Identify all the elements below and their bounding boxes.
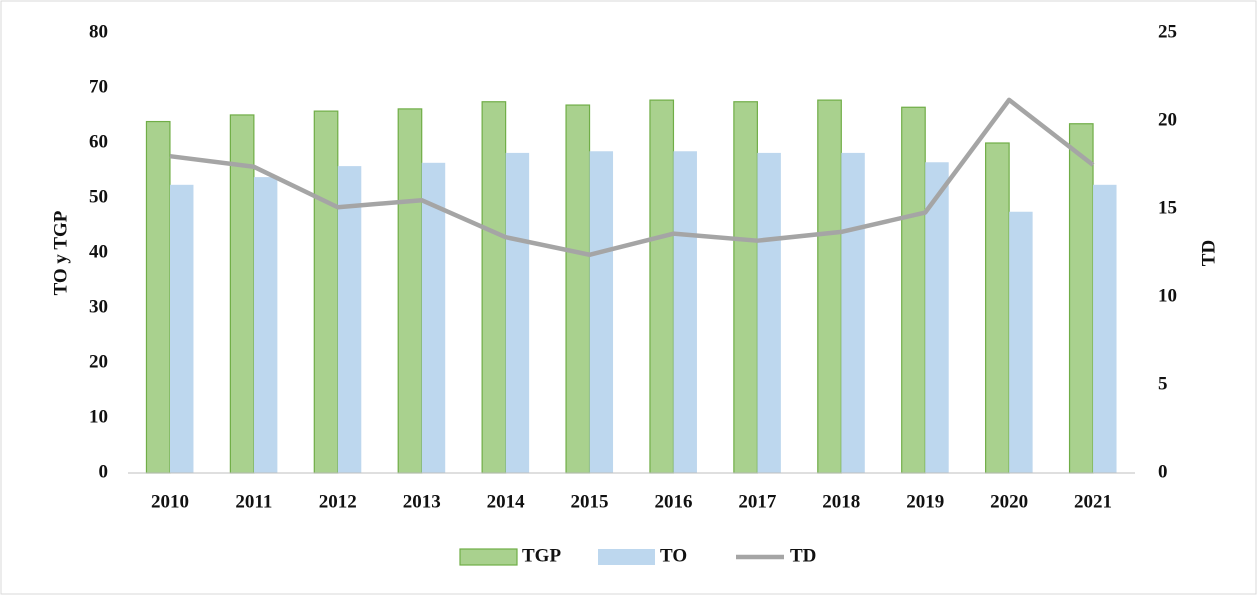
line-series xyxy=(169,97,1095,258)
y-tick-label: 70 xyxy=(89,76,108,97)
bar xyxy=(565,104,591,474)
x-tick-label: 2021 xyxy=(1074,491,1112,512)
bar xyxy=(1093,184,1117,474)
bar xyxy=(925,162,949,473)
bar xyxy=(901,106,926,474)
y2-tick-label: 25 xyxy=(1158,21,1177,42)
bar xyxy=(841,152,865,473)
y-tick-label: 10 xyxy=(89,406,108,427)
x-tick-label: 2012 xyxy=(319,491,357,512)
legend-swatch xyxy=(459,548,518,566)
y2-tick-label: 15 xyxy=(1158,197,1177,218)
bar xyxy=(673,151,697,473)
x-tick-label: 2017 xyxy=(738,491,777,512)
y-tick-label: 30 xyxy=(89,296,108,317)
bar xyxy=(145,120,171,474)
y2-tick-label: 10 xyxy=(1158,285,1177,306)
x-tick-label: 2016 xyxy=(654,491,692,512)
bar xyxy=(733,101,758,474)
legend-swatch xyxy=(598,549,655,565)
x-tick-label: 2019 xyxy=(906,491,944,512)
y2-tick-label: 0 xyxy=(1158,461,1168,482)
y-tick-label: 80 xyxy=(89,21,108,42)
legend-label: TO xyxy=(660,545,687,566)
y2-tick-label: 5 xyxy=(1158,373,1168,394)
y-tick-label: 0 xyxy=(99,461,109,482)
y-tick-label: 40 xyxy=(89,241,108,262)
bar xyxy=(817,99,842,474)
y-axis-title: TO y TGP xyxy=(50,210,71,295)
x-tick-label: 2020 xyxy=(990,491,1028,512)
bar xyxy=(505,152,530,473)
x-tick-label: 2018 xyxy=(822,491,860,512)
y2-axis-title: TD xyxy=(1198,240,1219,266)
legend-label: TGP xyxy=(522,545,561,566)
y-tick-label: 20 xyxy=(89,351,108,372)
bar xyxy=(169,184,194,474)
y-tick-label: 60 xyxy=(89,131,108,152)
bar xyxy=(421,162,446,474)
y2-tick-label: 20 xyxy=(1158,109,1177,130)
bar xyxy=(481,101,507,474)
bar xyxy=(757,152,781,473)
x-tick-label: 2014 xyxy=(487,491,526,512)
bar xyxy=(589,151,614,473)
bar xyxy=(649,99,675,474)
bar xyxy=(253,177,278,473)
bar xyxy=(985,142,1010,474)
bar xyxy=(397,108,423,474)
y-tick-label: 50 xyxy=(89,186,108,207)
legend-label: TD xyxy=(790,545,816,566)
bar xyxy=(337,166,362,473)
bar xyxy=(229,114,255,474)
x-tick-label: 2010 xyxy=(151,491,189,512)
bar xyxy=(1009,211,1033,473)
bar xyxy=(1068,123,1094,474)
x-tick-label: 2015 xyxy=(571,491,609,512)
bar xyxy=(313,110,339,474)
x-tick-label: 2013 xyxy=(403,491,441,512)
x-tick-label: 2011 xyxy=(235,491,272,512)
